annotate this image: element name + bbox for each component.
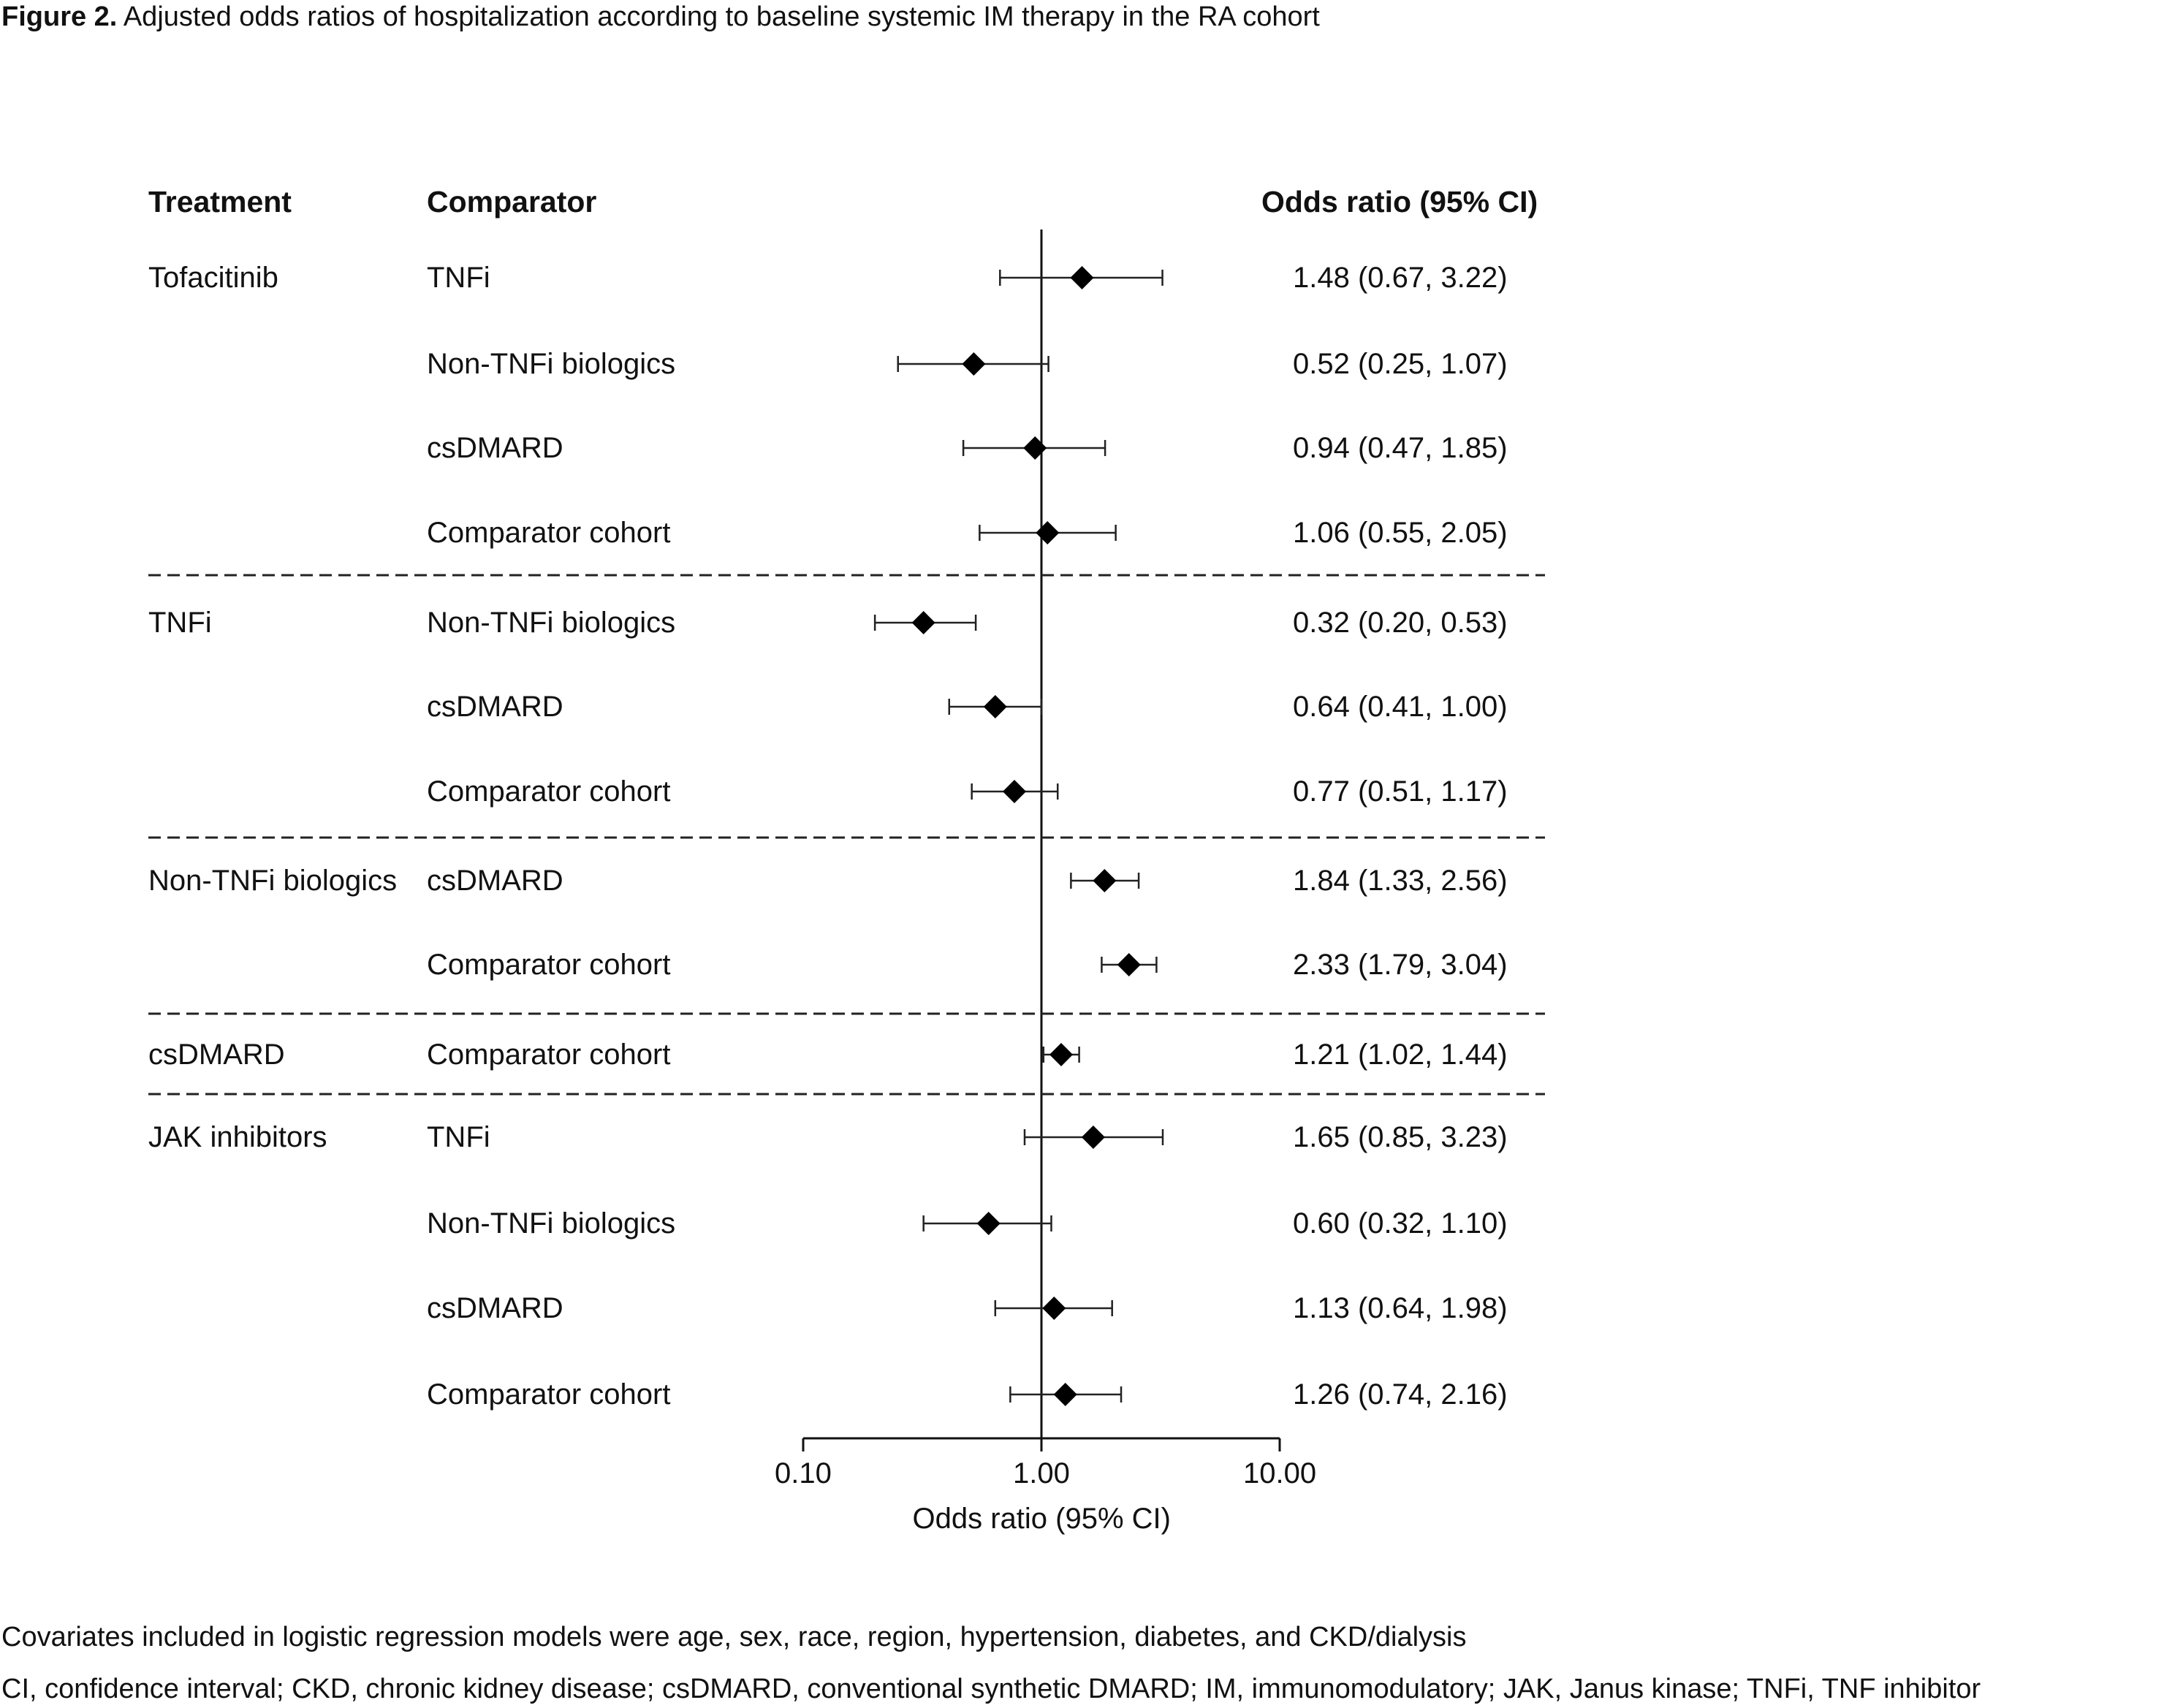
comparator-label: csDMARD [427,432,563,464]
odds-ratio-value: 1.21 (1.02, 1.44) [1293,1039,1508,1071]
comparator-label: Non-TNFi biologics [427,607,676,639]
comparator-label: Comparator cohort [427,1378,671,1411]
x-tick-label: 0.10 [775,1457,832,1489]
odds-ratio-value: 0.60 (0.32, 1.10) [1293,1207,1508,1240]
abbreviations-footnote: CI, confidence interval; CKD, chronic ki… [1,1674,1981,1704]
comparator-label: Comparator cohort [427,517,671,549]
odds-ratio-value: 1.84 (1.33, 2.56) [1293,865,1508,897]
figure-title-text: Adjusted odds ratios of hospitalization … [117,1,1320,32]
odds-ratio-value: 0.52 (0.25, 1.07) [1293,348,1508,380]
odds-ratio-value: 2.33 (1.79, 3.04) [1293,949,1508,981]
odds-ratio-point [1117,953,1141,976]
odds-ratio-value: 1.48 (0.67, 3.22) [1293,262,1508,294]
comparator-label: Non-TNFi biologics [427,348,676,380]
odds-ratio-point [1053,1383,1077,1406]
odds-ratio-point [1023,436,1047,460]
odds-ratio-value: 0.32 (0.20, 0.53) [1293,607,1508,639]
comparator-label: Comparator cohort [427,775,671,808]
covariates-footnote: Covariates included in logistic regressi… [1,1622,1467,1652]
odds-ratio-value: 0.94 (0.47, 1.85) [1293,432,1508,464]
treatment-column-header: Treatment [148,185,292,219]
comparator-label: TNFi [427,262,490,294]
odds-ratio-value: 1.26 (0.74, 2.16) [1293,1378,1508,1411]
treatment-label: JAK inhibitors [148,1121,327,1153]
x-axis-label: Odds ratio (95% CI) [912,1503,1171,1535]
figure-number: Figure 2. [1,1,118,32]
odds-ratio-point [976,1212,1001,1235]
comparator-label: Comparator cohort [427,949,671,981]
odds-ratio-point [983,695,1007,718]
treatment-label: Non-TNFi biologics [148,865,398,897]
treatment-label: Tofacitinib [148,262,278,294]
comparator-label: Non-TNFi biologics [427,1207,676,1240]
odds-ratio-point [1049,1043,1073,1066]
odds-ratio-point [1042,1297,1066,1320]
odds-ratio-point [1070,266,1094,289]
comparator-label: csDMARD [427,1292,563,1324]
odds-ratio-point [1081,1126,1105,1149]
odds-ratio-point [1093,869,1117,892]
comparator-column-header: Comparator [427,185,597,219]
treatment-label: csDMARD [148,1039,285,1071]
odds-ratio-value: 0.77 (0.51, 1.17) [1293,775,1508,808]
odds-ratio-point [962,352,986,376]
figure-title: Figure 2. Adjusted odds ratios of hospit… [1,3,1320,31]
odds-ratio-point [1036,521,1060,544]
odds-ratio-value: 1.06 (0.55, 2.05) [1293,517,1508,549]
treatment-label: TNFi [148,607,212,639]
comparator-label: csDMARD [427,865,563,897]
odds-ratio-point [911,611,935,634]
comparator-label: csDMARD [427,691,563,723]
x-tick-label: 10.00 [1243,1457,1317,1489]
x-tick-label: 1.00 [1013,1457,1070,1489]
comparator-label: Comparator cohort [427,1039,671,1071]
odds-ratio-value: 0.64 (0.41, 1.00) [1293,691,1508,723]
odds-ratio-column-header: Odds ratio (95% CI) [1261,185,1538,219]
odds-ratio-point [1002,780,1026,803]
odds-ratio-value: 1.65 (0.85, 3.23) [1293,1121,1508,1153]
comparator-label: TNFi [427,1121,490,1153]
odds-ratio-value: 1.13 (0.64, 1.98) [1293,1292,1508,1324]
